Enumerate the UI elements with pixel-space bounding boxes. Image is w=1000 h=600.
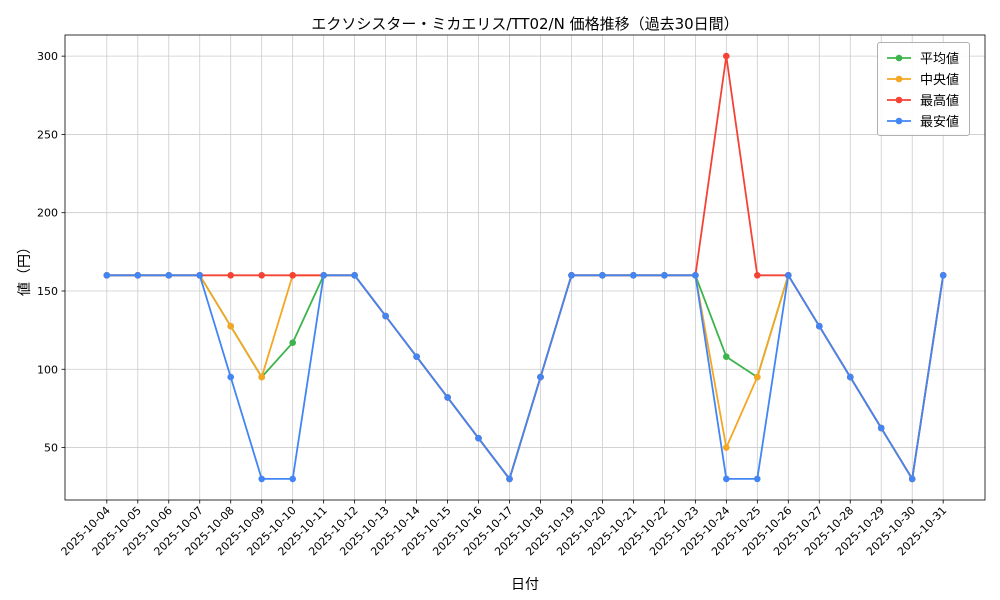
data-point [723,444,730,451]
data-point [227,373,234,381]
data-point [816,322,823,330]
data-point [723,52,730,60]
series-最高値 [103,52,947,483]
data-point [258,272,266,279]
data-point [227,272,234,279]
data-point [661,272,668,279]
data-point [754,373,761,381]
legend-line-marker-icon [886,96,911,103]
legend-item: 最安値 [885,110,959,131]
grid-lines [65,35,985,500]
data-point [134,272,142,279]
data-point [877,424,885,432]
chart-title: エクソシスター・ミカエリス/TT02/N 価格推移（過去30日間） [311,15,739,33]
data-point [289,339,297,347]
legend-line-marker-icon [886,117,911,124]
legend-item: 平均値 [885,47,959,68]
data-point [258,475,266,483]
series-line [106,274,945,480]
data-point [908,475,916,483]
axis-tick-labels: 501001502002503002025-10-042025-10-05202… [37,50,949,558]
data-point [754,475,761,483]
legend-line-marker-icon [886,75,911,82]
legend-item: 中央値 [885,68,959,89]
x-axis-label: 日付 [511,577,539,593]
y-tick-label: 150 [37,285,58,298]
data-point [723,475,730,483]
data-point [289,272,297,279]
legend: 平均値中央値最高値最安値 [876,42,970,136]
data-point [103,272,111,279]
data-point [630,272,637,279]
axis-ticks [61,55,944,504]
data-point [289,475,297,483]
legend-item: 最高値 [885,89,959,110]
data-point [754,272,761,279]
data-point [506,475,513,483]
data-point [475,434,482,442]
data-point [351,272,358,279]
y-axis-label: 値（円） [17,240,33,296]
data-point [537,373,544,381]
data-point [692,272,699,279]
y-tick-label: 100 [37,363,58,376]
data-point [785,272,792,279]
legend-item-label: 平均値 [919,52,959,67]
data-point [599,272,606,279]
legend-item-label: 最高値 [919,94,959,109]
data-point [320,272,328,279]
data-point [723,353,730,361]
legend-line-marker-icon [886,54,911,61]
y-tick-label: 50 [44,442,58,455]
data-point [413,353,420,361]
data-point [227,322,234,330]
y-tick-label: 250 [37,128,58,141]
data-point [568,272,575,279]
data-point [382,312,389,320]
y-tick-label: 200 [37,207,58,220]
y-tick-label: 300 [37,50,58,63]
series-line [106,55,945,480]
plot-border [64,34,986,501]
data-point [939,272,947,279]
data-point [196,272,203,279]
series-最安値 [103,272,947,483]
data-point [165,272,173,279]
legend-item-label: 中央値 [919,73,959,88]
legend-item-label: 最安値 [919,115,959,130]
data-point [847,373,854,381]
data-point [258,373,266,381]
data-point [444,394,451,401]
